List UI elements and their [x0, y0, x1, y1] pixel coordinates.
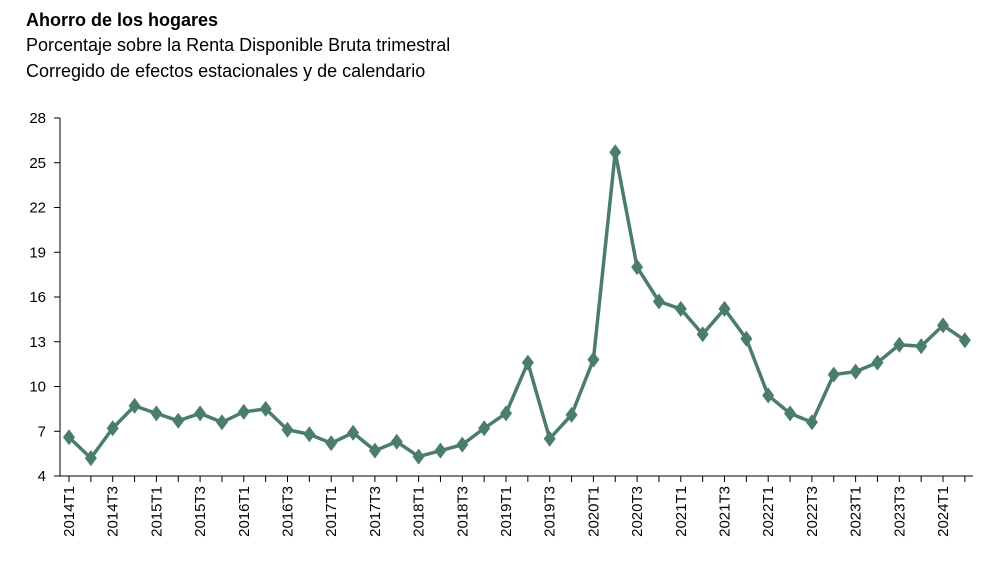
- x-tick-label: 2017T1: [323, 486, 340, 537]
- data-point: [609, 144, 622, 161]
- data-point: [958, 332, 971, 349]
- data-point: [390, 433, 403, 450]
- data-point: [762, 387, 775, 404]
- x-tick-label: 2014T1: [61, 486, 78, 537]
- data-point: [106, 420, 119, 437]
- data-point: [434, 442, 447, 459]
- data-point: [84, 450, 97, 467]
- data-point: [631, 259, 644, 276]
- x-tick-label: 2023T3: [891, 486, 908, 537]
- data-point: [587, 351, 600, 368]
- y-tick-label: 10: [29, 379, 46, 396]
- data-point: [915, 338, 928, 355]
- data-point: [652, 293, 665, 310]
- data-point: [521, 354, 534, 371]
- x-tick-label: 2021T1: [673, 486, 690, 537]
- data-point: [259, 400, 272, 417]
- data-point: [194, 405, 207, 422]
- x-tick-label: 2021T3: [717, 486, 734, 537]
- data-point: [784, 405, 797, 422]
- chart-subtitle-1: Porcentaje sobre la Renta Disponible Bru…: [26, 35, 451, 55]
- y-tick-label: 7: [38, 423, 46, 440]
- data-point: [565, 406, 578, 423]
- data-point: [325, 435, 338, 452]
- chart-subtitle-2: Corregido de efectos estacionales y de c…: [26, 61, 426, 81]
- x-tick-label: 2024T1: [935, 486, 952, 537]
- x-tick-label: 2023T1: [848, 486, 865, 537]
- data-point: [150, 405, 163, 422]
- data-point: [412, 448, 425, 465]
- data-point: [347, 424, 360, 441]
- x-tick-label: 2020T3: [629, 486, 646, 537]
- data-point: [827, 366, 840, 383]
- data-point: [543, 430, 556, 447]
- data-point: [740, 330, 753, 347]
- x-tick-label: 2015T1: [148, 486, 165, 537]
- x-tick-label: 2022T1: [760, 486, 777, 537]
- data-point: [500, 405, 512, 422]
- data-point: [718, 300, 731, 317]
- data-point: [805, 414, 818, 431]
- x-tick-label: 2019T1: [498, 486, 515, 537]
- data-point: [237, 403, 250, 420]
- data-point: [937, 317, 949, 334]
- y-tick-label: 22: [29, 200, 46, 217]
- data-point: [215, 414, 228, 431]
- y-tick-label: 19: [29, 244, 46, 261]
- chart-title: Ahorro de los hogares: [26, 10, 219, 30]
- data-point: [871, 354, 884, 371]
- data-point: [456, 436, 469, 453]
- x-tick-label: 2020T1: [585, 486, 602, 537]
- data-point: [128, 397, 141, 414]
- x-tick-label: 2018T1: [411, 486, 428, 537]
- data-point: [849, 363, 862, 380]
- data-point: [696, 326, 709, 343]
- data-point: [368, 442, 381, 459]
- y-tick-label: 13: [29, 334, 46, 351]
- data-point: [281, 421, 294, 438]
- x-tick-label: 2018T3: [454, 486, 471, 537]
- y-tick-label: 25: [29, 155, 46, 172]
- data-point: [172, 412, 185, 429]
- x-tick-label: 2022T3: [804, 486, 821, 537]
- y-tick-label: 16: [29, 289, 46, 306]
- data-point: [893, 336, 906, 353]
- data-point: [303, 426, 316, 443]
- x-tick-label: 2016T1: [236, 486, 253, 537]
- chart-header: Ahorro de los hogares Porcentaje sobre l…: [26, 8, 450, 84]
- x-tick-label: 2014T3: [105, 486, 122, 537]
- data-point: [674, 300, 687, 317]
- data-point: [478, 420, 491, 437]
- x-tick-label: 2016T3: [280, 486, 297, 537]
- y-tick-label: 4: [38, 468, 46, 485]
- x-tick-label: 2015T3: [192, 486, 209, 537]
- data-point: [63, 429, 75, 446]
- y-tick-label: 28: [29, 110, 46, 127]
- x-tick-label: 2017T3: [367, 486, 384, 537]
- x-tick-label: 2019T3: [542, 486, 559, 537]
